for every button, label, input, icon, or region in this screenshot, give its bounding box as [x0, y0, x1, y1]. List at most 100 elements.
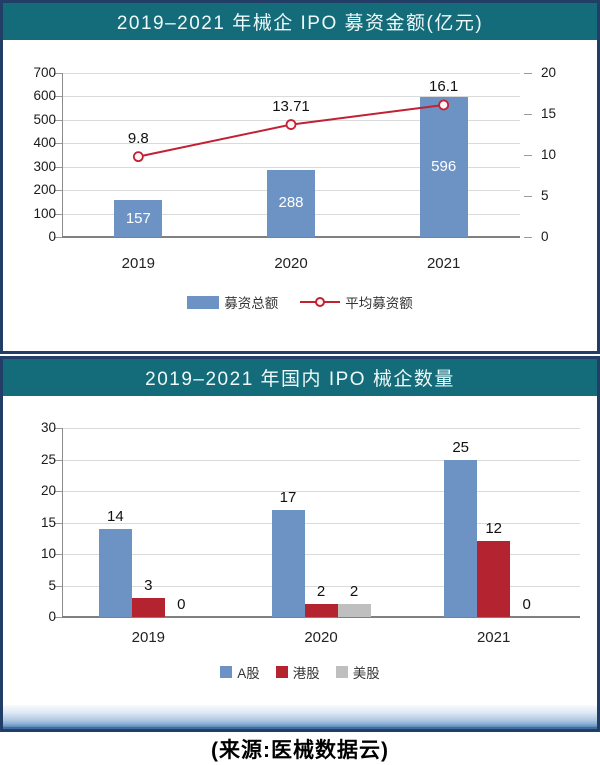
divider-gloss-strip [3, 705, 597, 729]
left-axis-tick-label: 0 [48, 229, 56, 244]
left-axis-tick-label: 400 [33, 135, 56, 151]
x-axis-label: 2019 [121, 255, 156, 272]
bar-value-label: 3 [144, 577, 153, 595]
legend-label: 美股 [352, 666, 380, 681]
axis-tick [54, 96, 62, 98]
count-chart: 0 5 10 15 20 25 30 14 3 0 2019 17 2 2 2020 25 12 0 2021 A股港… [3, 396, 597, 703]
right-axis-tick-label: 5 [541, 188, 549, 203]
legend-item: 港股 [275, 662, 320, 682]
line-point-label: 13.71 [272, 97, 310, 115]
left-axis-tick-label: 20 [40, 483, 56, 498]
legend-label: A股 [237, 666, 260, 681]
gridline [62, 96, 520, 98]
bar-value-label: 2 [349, 583, 359, 601]
count-chart-panel: 2019–2021 年国内 IPO 械企数量 0 5 10 15 20 25 30 14 3 0 2… [0, 356, 600, 732]
left-axis-tick-label: 100 [33, 205, 56, 221]
right-axis-tick-label: 0 [541, 229, 549, 244]
x-axis-line [62, 616, 580, 618]
axis-tick [54, 190, 62, 192]
gridline [62, 522, 580, 524]
legend-label: 募资总额 [224, 296, 279, 311]
legend-item: 美股 [335, 662, 380, 682]
axis-tick [54, 428, 62, 429]
x-axis-line [62, 236, 520, 238]
gridline [62, 459, 580, 461]
legend: A股 港股 美股 [3, 662, 597, 682]
legend-item: 平均募资额 [300, 292, 413, 312]
bar-value-label: 12 [485, 520, 502, 538]
bar [267, 169, 315, 237]
x-axis-label: 2021 [426, 255, 461, 272]
bar-value-label: 0 [177, 596, 186, 613]
bar [477, 541, 511, 617]
bar [304, 604, 338, 617]
axis-tick [524, 73, 532, 74]
axis-tick [524, 114, 532, 115]
bar [114, 200, 163, 237]
axis-tick [54, 213, 62, 215]
axis-tick [54, 237, 62, 238]
left-axis-tick-label: 0 [48, 609, 56, 624]
left-axis-tick-label: 500 [33, 111, 56, 127]
bar-value-label: 596 [431, 158, 457, 176]
axis-tick [54, 73, 62, 74]
bar [131, 598, 165, 617]
left-axis-tick-label: 700 [33, 65, 56, 80]
gridline [62, 491, 580, 492]
right-axis-tick-label: 15 [541, 106, 557, 121]
left-axis-tick-label: 200 [33, 182, 56, 198]
legend-item: 募资总额 [187, 292, 278, 312]
count-chart-title: 2019–2021 年国内 IPO 械企数量 [3, 359, 597, 396]
right-axis-tick-label: 10 [541, 147, 557, 162]
axis-tick [54, 585, 62, 587]
gridline [62, 166, 520, 168]
gridline [62, 73, 520, 74]
legend-item: A股 [220, 662, 260, 682]
left-axis-tick-label: 5 [48, 577, 56, 593]
line-point-label: 9.8 [127, 129, 149, 147]
left-axis-tick-label: 300 [33, 158, 56, 174]
axis-tick [54, 166, 62, 168]
left-axis-tick-label: 15 [40, 514, 56, 530]
axis-tick [524, 155, 532, 156]
gridline [62, 428, 580, 429]
x-axis-label: 2020 [274, 255, 308, 272]
bar-value-label: 25 [452, 438, 469, 456]
legend-swatch [335, 666, 348, 678]
funding-chart-panel: 2019–2021 年械企 IPO 募资金额(亿元) 0 100 200 300 400… [0, 0, 600, 354]
line-point-label: 16.1 [429, 77, 459, 95]
gridline [62, 585, 580, 587]
legend-swatch-line [300, 297, 341, 307]
legend: 募资总额 平均募资额 [3, 292, 597, 312]
bar [98, 528, 132, 617]
axis-tick [524, 196, 532, 197]
left-axis-tick-label: 10 [40, 546, 56, 561]
right-axis-tick-label: 20 [541, 65, 557, 80]
bar-value-label: 17 [279, 488, 297, 506]
x-axis-label: 2021 [476, 629, 511, 646]
left-axis-tick-label: 30 [40, 420, 56, 435]
x-axis-label: 2020 [304, 629, 338, 646]
gridline [62, 554, 580, 555]
legend-marker [315, 297, 326, 307]
axis-tick [54, 554, 62, 555]
line-point-marker [132, 151, 144, 163]
axis-tick [54, 143, 62, 145]
legend-label: 平均募资额 [345, 296, 413, 311]
bar-value-label: 14 [106, 507, 124, 525]
x-axis-label: 2019 [131, 629, 166, 646]
axis-tick [54, 459, 62, 461]
left-axis-tick-label: 600 [33, 88, 56, 104]
source-caption: (来源:医械数据云) [211, 738, 389, 762]
bar-value-label: 0 [522, 596, 531, 613]
legend-swatch-bar [187, 295, 220, 309]
axis-tick [524, 237, 532, 238]
bar [337, 604, 371, 617]
left-axis-tick-label: 25 [40, 451, 56, 467]
funding-chart-title: 2019–2021 年械企 IPO 募资金额(亿元) [3, 3, 597, 40]
bar-value-label: 157 [125, 209, 151, 227]
bar [271, 509, 305, 617]
bar-value-label: 288 [278, 194, 304, 212]
axis-tick [54, 491, 62, 492]
